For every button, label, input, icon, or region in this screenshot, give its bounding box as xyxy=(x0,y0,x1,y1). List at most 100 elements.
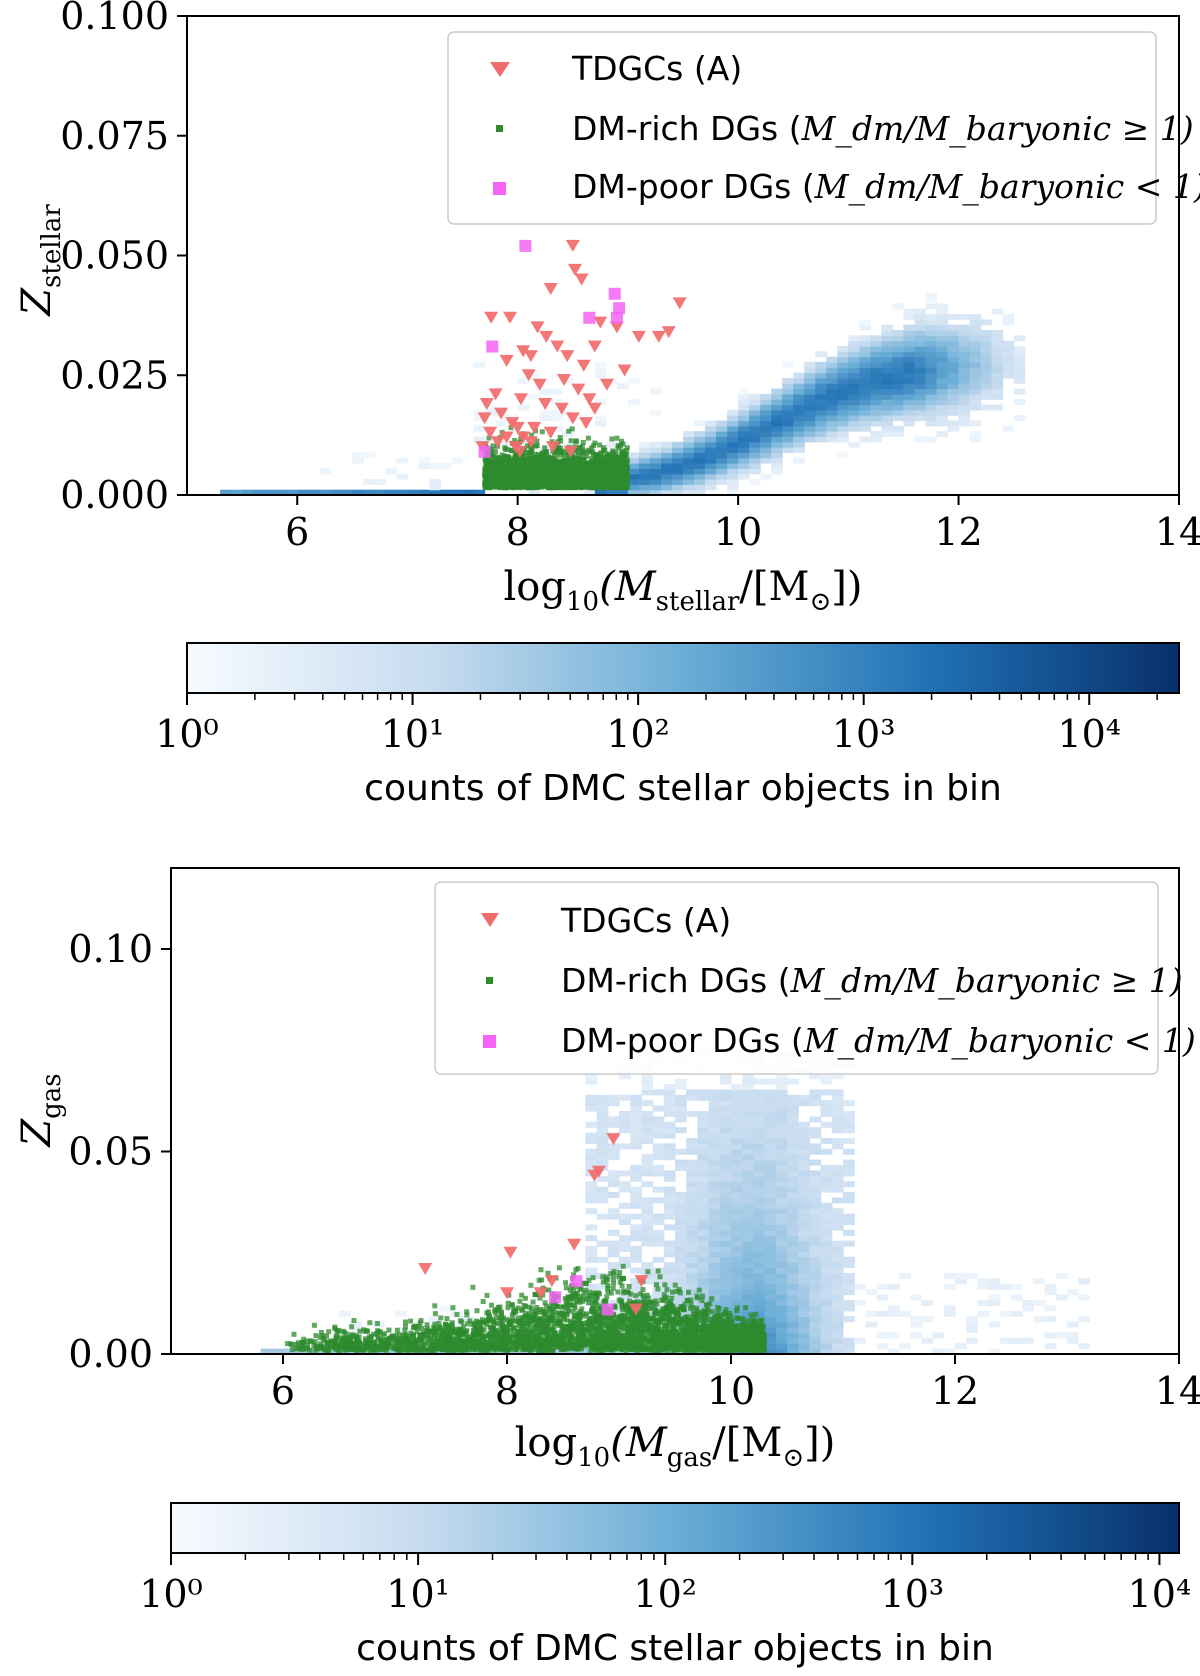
bot-hist-bin xyxy=(809,1256,822,1263)
bot-hist-bin xyxy=(719,1181,732,1188)
bot-hist-bin xyxy=(596,1154,609,1161)
bot-hist-bin xyxy=(596,1213,609,1220)
bot-hist-bin xyxy=(619,1202,631,1209)
top-hist-bin xyxy=(914,404,927,411)
bot-hist-bin xyxy=(675,1240,687,1247)
bot-hist-bin xyxy=(798,1246,810,1252)
bot-hist-bin xyxy=(775,1089,788,1096)
top-hist-bin xyxy=(980,340,993,347)
top-tdgc-point xyxy=(565,412,580,425)
top-hist-bin xyxy=(1013,351,1026,358)
top-hist-bin xyxy=(738,457,750,464)
bot-hist-bin xyxy=(663,1192,676,1198)
bot-hist-bin xyxy=(831,1305,844,1312)
top-tdgc-point xyxy=(477,412,492,425)
top-hist-bin xyxy=(705,463,717,469)
top-legend-label-dmpoor: DM-poor DGs (M_dm/M_baryonic < 1) xyxy=(572,167,1200,207)
top-hist-bin xyxy=(892,346,904,352)
top-hist-bin xyxy=(826,425,838,432)
top-hist-bin xyxy=(352,489,364,495)
top-hist-bin xyxy=(925,314,938,320)
top-hist-bin xyxy=(804,361,816,368)
top-hist-bin xyxy=(638,452,651,459)
bot-hist-bin xyxy=(731,1262,743,1269)
top-hist-bin xyxy=(661,463,673,469)
bot-hist-bin xyxy=(731,1197,743,1204)
top-hist-bin xyxy=(969,420,982,427)
top-dmrich-point xyxy=(548,480,554,485)
bot-hist-bin xyxy=(787,1273,799,1279)
bot-hist-bin xyxy=(887,1305,900,1312)
top-tdgc-point xyxy=(499,431,514,444)
bot-hist-bin xyxy=(854,1283,866,1290)
bot-hist-bin xyxy=(697,1235,710,1242)
top-x-tick-label: 10 xyxy=(714,510,762,554)
bot-hist-bin xyxy=(641,1084,654,1090)
bot-hist-bin xyxy=(809,1310,822,1317)
bot-hist-bin xyxy=(619,1094,631,1101)
bot-hist-bin xyxy=(607,1181,620,1188)
bot-hist-bin xyxy=(1055,1332,1068,1339)
top-dmrich-point xyxy=(597,467,603,473)
top-dmrich-point xyxy=(482,468,488,474)
bot-hist-bin xyxy=(798,1251,810,1258)
bot-hist-bin xyxy=(641,1111,654,1117)
bot-hist-bin xyxy=(708,1138,721,1144)
bot-hist-bin xyxy=(775,1116,788,1123)
bot-hist-bin xyxy=(742,1294,754,1301)
bot-hist-bin xyxy=(753,1283,766,1290)
bot-hist-bin xyxy=(708,1192,721,1198)
bot-hist-bin xyxy=(1044,1332,1057,1339)
top-hist-bin xyxy=(627,399,640,406)
bot-hist-bin xyxy=(697,1246,710,1252)
top-tdgc-point xyxy=(514,393,528,406)
bot-hist-bin xyxy=(798,1273,810,1279)
bot-hist-bin xyxy=(596,1121,609,1128)
bot-hist-bin xyxy=(731,1283,743,1290)
bot-hist-bin xyxy=(775,1073,788,1080)
top-dmrich-point xyxy=(577,475,583,481)
bot-hist-bin xyxy=(596,1132,609,1139)
bot-hist-bin xyxy=(630,1229,642,1236)
top-dmrich-point xyxy=(529,448,535,454)
top-dmrich-point xyxy=(601,480,606,486)
bot-hist-bin xyxy=(843,1316,855,1323)
top-hist-bin xyxy=(738,431,750,437)
top-hist-bin xyxy=(936,308,949,315)
top-dmrich-point xyxy=(536,452,541,457)
bot-hist-bin xyxy=(731,1251,743,1258)
top-hist-bin xyxy=(848,399,860,406)
bot-hist-bin xyxy=(697,1127,710,1134)
top-hist-bin xyxy=(782,393,794,400)
top-hist-bin xyxy=(837,415,849,422)
top-hist-bin xyxy=(1002,361,1015,368)
top-hist-bin xyxy=(705,479,717,485)
top-hist-bin xyxy=(936,383,949,390)
bot-hist-bin xyxy=(697,1224,710,1231)
top-hist-bin xyxy=(749,404,761,411)
top-dmrich-point xyxy=(552,479,558,485)
bot-hist-bin xyxy=(809,1262,822,1269)
bot-hist-bin xyxy=(820,1073,833,1080)
bot-hist-bin xyxy=(686,1197,698,1204)
bot-hist-bin xyxy=(787,1186,799,1193)
bot-hist-bin xyxy=(630,1111,642,1117)
top-hist-bin xyxy=(958,388,971,395)
bot-hist-bin xyxy=(742,1165,754,1171)
bot-hist-bin xyxy=(742,1089,754,1096)
bot-hist-bin xyxy=(1044,1289,1057,1296)
top-dmrich-point xyxy=(580,440,586,445)
top-hist-bin xyxy=(980,388,993,395)
top-hist-bin xyxy=(738,468,750,475)
bot-hist-bin xyxy=(585,1283,598,1290)
top-hist-bin xyxy=(969,388,982,395)
top-hist-bin xyxy=(694,468,706,475)
top-dmrich-point xyxy=(566,462,572,468)
bot-hist-bin xyxy=(775,1267,788,1274)
bot-hist-bin xyxy=(843,1337,855,1344)
bot-hist-bin xyxy=(865,1289,878,1296)
top-dmrich-point xyxy=(545,468,551,474)
top-hist-bin xyxy=(374,489,386,495)
top-hist-bin xyxy=(859,319,871,326)
top-hist-bin xyxy=(683,447,695,453)
